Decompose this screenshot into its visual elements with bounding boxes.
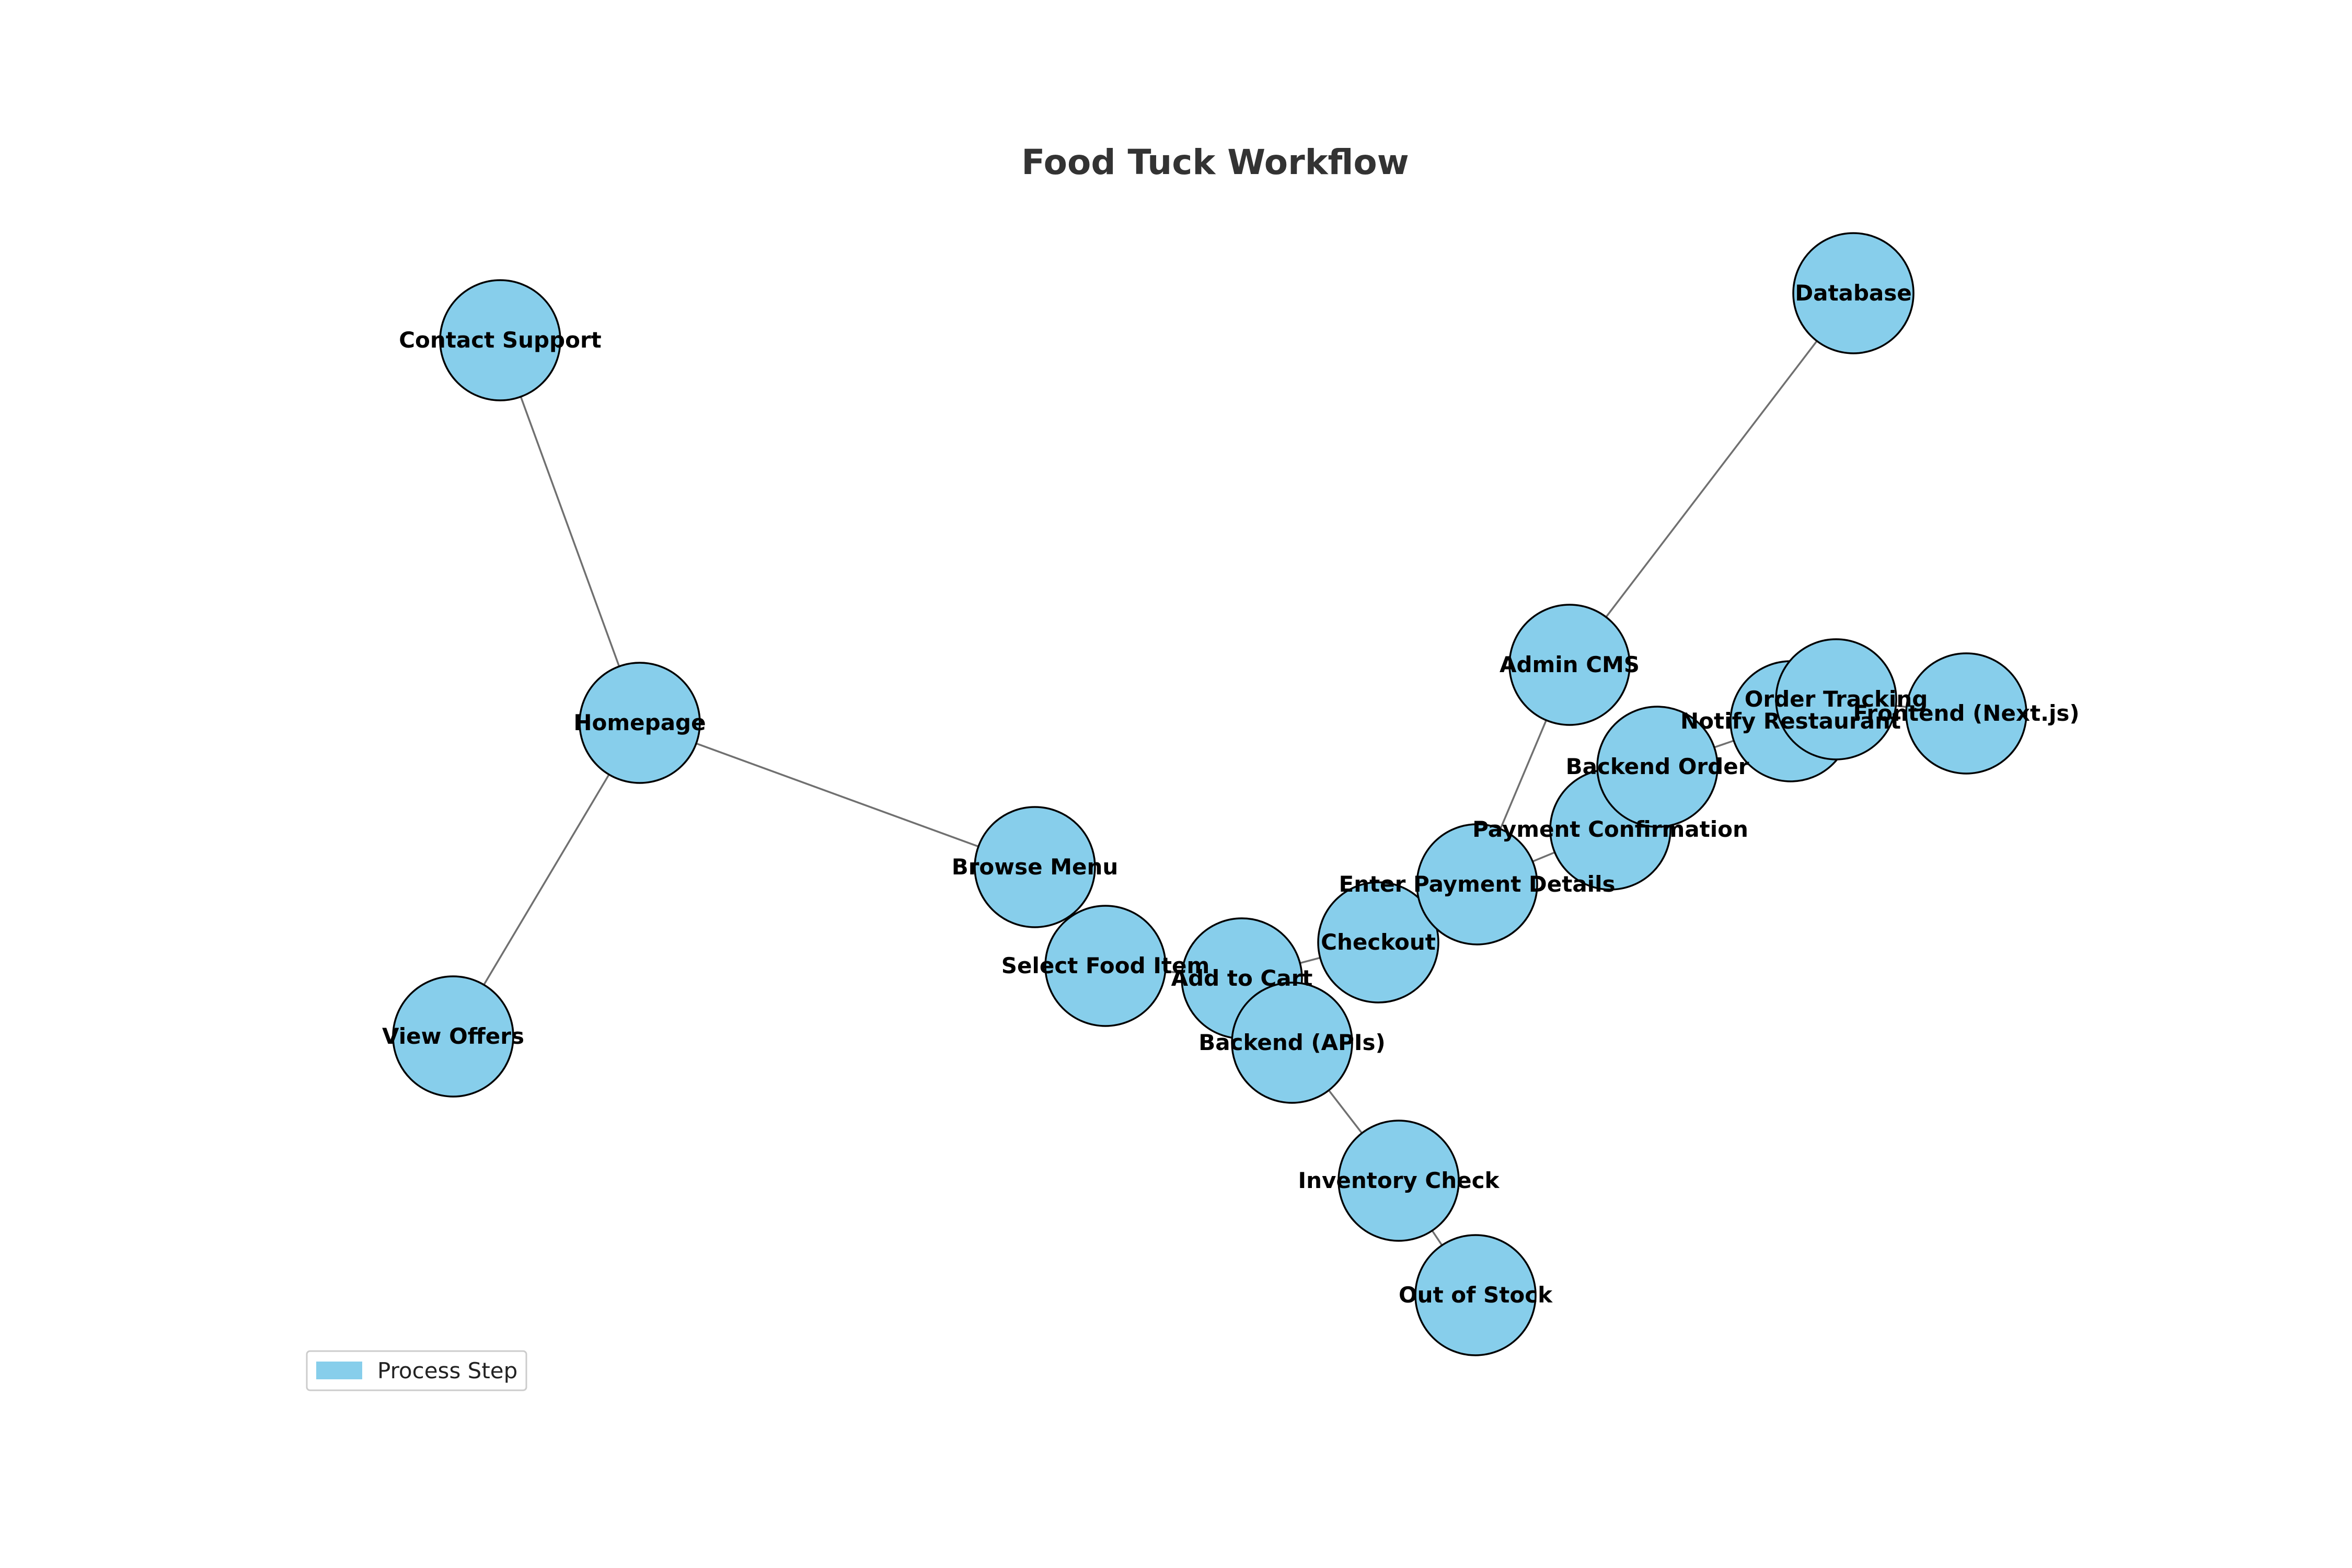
node-circle-homepage: [579, 662, 701, 784]
node-view-offers: [392, 975, 514, 1098]
node-backend-apis: [1231, 982, 1353, 1104]
node-label-homepage: Homepage: [573, 710, 706, 735]
node-browse-menu: [974, 806, 1096, 928]
node-circle-select-food-item: [1044, 905, 1167, 1027]
node-database: [1792, 232, 1915, 354]
node-circle-order-tracking: [1775, 638, 1897, 760]
edge-homepage-browse-menu: [639, 722, 1035, 868]
node-label-database: Database: [1795, 280, 1912, 306]
node-label-out-of-stock: Out of Stock: [1399, 1282, 1553, 1308]
node-contact-support: [439, 279, 561, 401]
node-circle-contact-support: [439, 279, 561, 401]
legend-label: Process Step: [377, 1358, 517, 1383]
nodes-layer: Homepage Contact Support View Offers Browse…: [382, 232, 2080, 1356]
node-label-admin-cms: Admin CMS: [1500, 652, 1640, 677]
node-label-select-food-item: Select Food Item: [1001, 953, 1210, 978]
node-out-of-stock: [1414, 1234, 1537, 1356]
node-label-contact-support: Contact Support: [399, 327, 602, 353]
node-circle-view-offers: [392, 975, 514, 1098]
node-circle-inventory-check: [1338, 1120, 1460, 1242]
node-label-browse-menu: Browse Menu: [952, 854, 1119, 880]
node-select-food-item: [1044, 905, 1167, 1027]
legend-swatch: [316, 1362, 362, 1379]
node-label-backend-apis: Backend (APIs): [1198, 1030, 1385, 1055]
node-circle-enter-payment-details: [1416, 823, 1538, 946]
edge-admin-cms-database: [1569, 292, 1854, 666]
node-inventory-check: [1338, 1120, 1460, 1242]
legend-frame: [306, 1350, 527, 1391]
node-checkout: [1317, 881, 1439, 1004]
node-label-notify-restaurant: Notify Restaurant: [1680, 708, 1901, 734]
node-circle-backend-apis: [1231, 982, 1353, 1104]
node-circle-browse-menu: [974, 806, 1096, 928]
node-circle-admin-cms: [1508, 604, 1631, 726]
node-label-frontend-nextjs: Frontend (Next.js): [1853, 700, 2079, 726]
node-backend-order: [1596, 706, 1719, 828]
node-label-backend-order: Backend Order: [1566, 754, 1749, 779]
node-circle-database: [1792, 232, 1915, 354]
node-frontend-nextjs: [1905, 652, 2027, 775]
edges-layer: [452, 292, 1967, 1296]
diagram-title: Food Tuck Workflow: [1021, 142, 1409, 182]
node-label-view-offers: View Offers: [382, 1023, 524, 1049]
node-label-payment-confirmation: Payment Confirmation: [1472, 816, 1748, 842]
legend: Process Step: [306, 1350, 527, 1391]
node-enter-payment-details: [1416, 823, 1538, 946]
node-homepage: [579, 662, 701, 784]
node-label-add-to-cart: Add to Cart: [1171, 965, 1313, 991]
node-circle-checkout: [1317, 881, 1439, 1004]
node-admin-cms: [1508, 604, 1631, 726]
node-order-tracking: [1775, 638, 1897, 760]
node-label-order-tracking: Order Tracking: [1745, 686, 1928, 712]
node-circle-out-of-stock: [1414, 1234, 1537, 1356]
node-label-checkout: Checkout: [1321, 929, 1436, 955]
node-label-inventory-check: Inventory Check: [1298, 1168, 1500, 1193]
node-circle-frontend-nextjs: [1905, 652, 2027, 775]
node-circle-backend-order: [1596, 706, 1719, 828]
node-label-enter-payment-details: Enter Payment Details: [1339, 871, 1616, 897]
edge-homepage-contact-support: [499, 340, 641, 723]
